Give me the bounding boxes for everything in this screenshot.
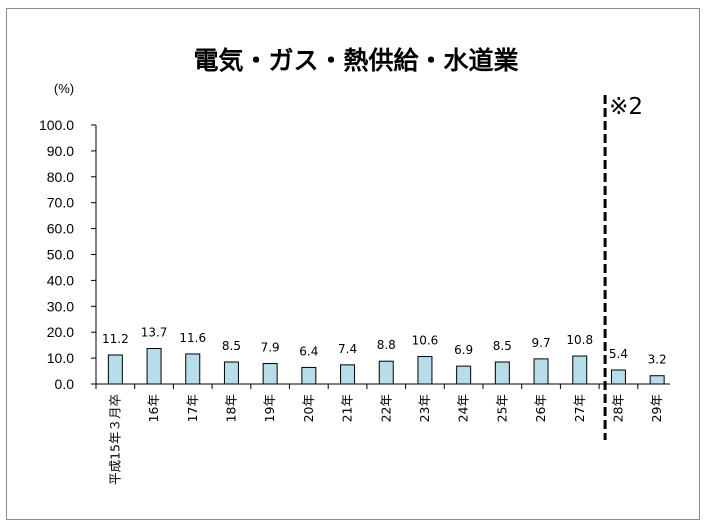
data-label: 7.9 (261, 341, 280, 355)
bars (107, 348, 665, 385)
y-tick-label: 60.0 (47, 221, 74, 237)
x-tick-label: 19年 (262, 394, 277, 422)
bar (456, 365, 472, 385)
bar (494, 361, 510, 385)
y-tick-label: 80.0 (47, 169, 74, 185)
y-axis: 0.0 10.0 20.0 30.0 40.0 50.0 60.0 70.0 80.0 90.0 1… (39, 117, 97, 392)
y-tick-label: 90.0 (47, 143, 74, 159)
data-label: 5.4 (609, 347, 628, 361)
x-tick-labels: 平成15年３月卒 16年 17年 18年 19年 20年 21年 22年 23年 24年 25年 26… (107, 394, 664, 485)
chart-title: 電気・ガス・熱供給・水道業 (193, 46, 518, 75)
x-tick-label: 23年 (417, 394, 432, 422)
x-tick-label: 20年 (301, 394, 316, 422)
bar (572, 355, 588, 385)
data-label: 7.4 (338, 342, 357, 356)
data-label: 6.4 (299, 344, 318, 358)
y-tick-label: 50.0 (47, 247, 74, 263)
bar (107, 354, 123, 385)
x-tick-label: 17年 (185, 394, 200, 422)
data-label: 8.5 (493, 339, 512, 353)
data-label: 8.5 (222, 339, 241, 353)
x-tick-label: 27年 (572, 394, 587, 422)
x-tick-label: 22年 (378, 394, 393, 422)
y-tick-label: 40.0 (47, 272, 74, 288)
data-label: 10.8 (566, 333, 593, 347)
y-tick-label: 20.0 (47, 324, 74, 340)
bar (340, 364, 356, 385)
chart-frame (6, 8, 700, 520)
bar (223, 361, 239, 385)
bar (533, 358, 549, 385)
y-tick-label: 100.0 (39, 117, 74, 133)
x-tick-label: 平成15年３月卒 (107, 394, 122, 485)
bar (649, 375, 665, 385)
bar (301, 366, 317, 385)
y-tick-label: 30.0 (47, 298, 74, 314)
value-labels: 11.2 13.7 11.6 8.5 7.9 6.4 7.4 8.8 10.6 6.9 8.5 9.7… (102, 326, 667, 367)
bar (262, 363, 278, 385)
data-label: 9.7 (532, 336, 551, 350)
x-axis (95, 383, 670, 389)
data-label: 10.6 (412, 334, 439, 348)
data-label: 11.6 (179, 331, 206, 345)
bar (185, 353, 201, 385)
y-axis-unit: (%) (54, 81, 74, 96)
data-label: 3.2 (648, 353, 667, 367)
break-annotation: ※2 (609, 94, 643, 120)
x-tick-label: 28年 (610, 394, 625, 422)
x-tick-label: 24年 (456, 394, 471, 422)
bar (378, 360, 394, 385)
bar (417, 356, 433, 385)
bar (610, 369, 626, 385)
x-tick-label: 29年 (649, 394, 664, 422)
series-break: ※2 (603, 94, 643, 440)
x-tick-label: 16年 (146, 394, 161, 422)
y-tick-label: 0.0 (55, 376, 75, 392)
data-label: 13.7 (141, 326, 168, 340)
x-tick-label: 18年 (223, 394, 238, 422)
data-label: 11.2 (102, 332, 129, 346)
x-tick-label: 26年 (533, 394, 548, 422)
bar (146, 348, 162, 385)
y-tick-label: 10.0 (47, 350, 74, 366)
x-tick-label: 21年 (340, 394, 355, 422)
x-tick-label: 25年 (494, 394, 509, 422)
data-label: 6.9 (454, 343, 473, 357)
y-tick-label: 70.0 (47, 195, 74, 211)
data-label: 8.8 (377, 338, 396, 352)
